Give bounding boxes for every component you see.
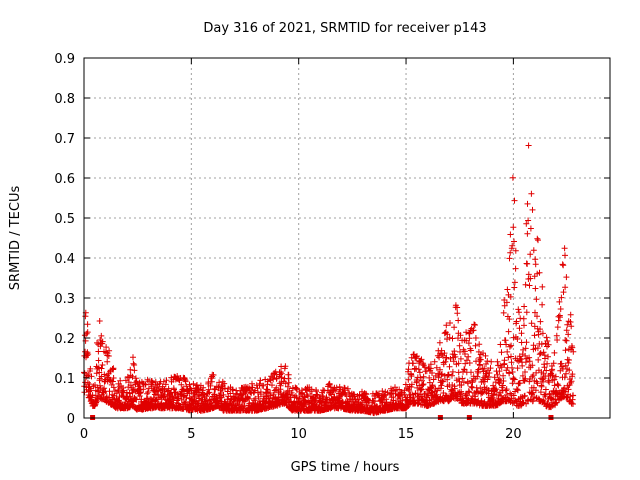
plot-frame	[83, 57, 611, 419]
y-tick-label: 0.1	[54, 372, 75, 387]
y-tick-label: 0.5	[54, 212, 75, 227]
y-tick-label: 0	[67, 412, 75, 427]
y-tick-label: 0.4	[54, 252, 75, 267]
y-tick-label: 0.8	[54, 92, 75, 107]
y-tick-label: 0.3	[54, 292, 75, 307]
y-tick-label: 0.9	[54, 52, 75, 67]
y-tick-label: 0.7	[54, 132, 75, 147]
y-tick-label: 0.2	[54, 332, 75, 347]
chart-title: Day 316 of 2021, SRMTID for receiver p14…	[203, 21, 486, 36]
x-axis-label: GPS time / hours	[291, 460, 400, 475]
y-axis-ticks: 0 0.1 0.2 0.3 0.4 0.5 0.6 0.7 0.8 0.9	[54, 52, 610, 427]
x-axis-ticks: 0 5 10 15 20	[80, 58, 522, 442]
x-tick-label: 15	[398, 427, 415, 442]
x-tick-label: 20	[505, 427, 522, 442]
y-axis-label: SRMTID / TECUs	[8, 186, 23, 291]
y-tick-label: 0.6	[54, 172, 75, 187]
x-tick-label: 10	[290, 427, 307, 442]
grid-lines	[84, 58, 610, 418]
x-tick-label: 0	[80, 427, 88, 442]
data-points	[81, 142, 577, 417]
x-tick-label: 5	[187, 427, 195, 442]
srmtid-point-markers	[81, 142, 577, 417]
